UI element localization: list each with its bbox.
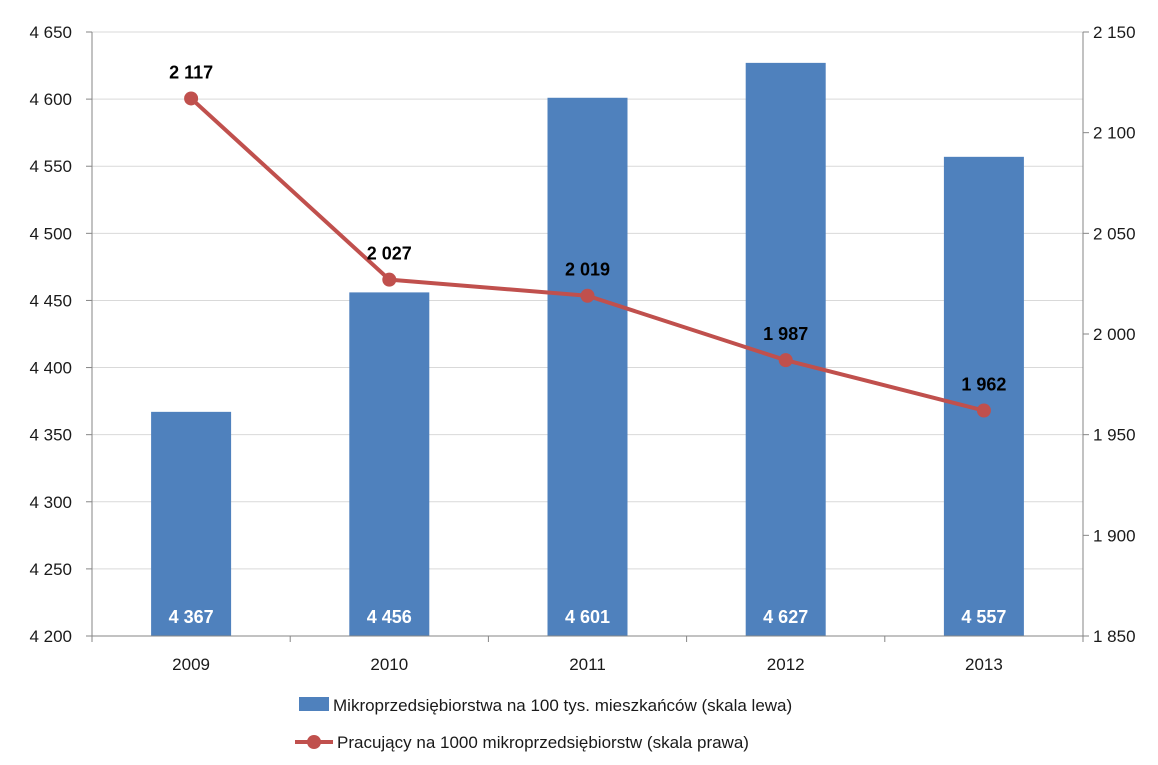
left-tick-label: 4 650 <box>29 23 72 42</box>
line-data-label: 2 117 <box>169 62 213 82</box>
legend-label-line: Pracujący na 1000 mikroprzedsiębiorstw (… <box>337 733 749 752</box>
left-tick-label: 4 250 <box>29 560 72 579</box>
line-point <box>382 272 397 287</box>
bar <box>547 97 628 636</box>
line-data-label: 1 987 <box>763 324 808 344</box>
right-tick-label: 2 150 <box>1093 23 1136 42</box>
right-tick-label: 2 100 <box>1093 124 1136 143</box>
left-tick-label: 4 600 <box>29 90 72 109</box>
bar-data-label: 4 456 <box>367 607 412 627</box>
right-tick-label: 1 900 <box>1093 526 1136 545</box>
legend-label-bars: Mikroprzedsiębiorstwa na 100 tys. mieszk… <box>333 696 792 715</box>
right-tick-label: 1 950 <box>1093 426 1136 445</box>
line-data-label: 2 027 <box>367 244 412 264</box>
x-tick-label: 2013 <box>965 655 1003 674</box>
legend: Mikroprzedsiębiorstwa na 100 tys. mieszk… <box>295 696 792 752</box>
bar-data-label: 4 367 <box>169 607 214 627</box>
line-point <box>778 353 793 368</box>
bar-series <box>151 62 1024 637</box>
x-tick-label: 2010 <box>370 655 408 674</box>
left-tick-label: 4 500 <box>29 224 72 243</box>
bar-data-label: 4 557 <box>961 607 1006 627</box>
x-tick-label: 2011 <box>569 655 606 674</box>
left-tick-label: 4 550 <box>29 157 72 176</box>
left-tick-label: 4 350 <box>29 426 72 445</box>
right-tick-label: 2 050 <box>1093 224 1136 243</box>
right-tick-label: 2 000 <box>1093 325 1136 344</box>
line-point <box>184 91 199 106</box>
legend-swatch-marker <box>307 735 321 749</box>
left-tick-label: 4 300 <box>29 493 72 512</box>
x-tick-label: 2009 <box>172 655 210 674</box>
bar <box>349 292 430 636</box>
legend-swatch-bars <box>299 697 329 711</box>
bar <box>943 156 1024 636</box>
bar-data-label: 4 627 <box>763 607 808 627</box>
axes: 4 200 4 250 4 300 4 350 4 400 4 450 4 500 4 550… <box>29 23 1135 674</box>
left-tick-label: 4 400 <box>29 359 72 378</box>
bar-data-label: 4 601 <box>565 607 610 627</box>
line-data-label: 2 019 <box>565 260 610 280</box>
data-labels: 4 367 4 456 4 601 4 627 4 557 2 117 2 027 2 019… <box>169 62 1007 627</box>
bar <box>151 411 232 636</box>
x-tick-label: 2012 <box>767 655 805 674</box>
right-tick-label: 1 850 <box>1093 627 1136 646</box>
left-tick-label: 4 450 <box>29 291 72 310</box>
left-tick-label: 4 200 <box>29 627 72 646</box>
line-point <box>976 403 991 418</box>
line-data-label: 1 962 <box>961 375 1006 395</box>
line-series <box>184 91 991 418</box>
line-point <box>580 288 595 303</box>
